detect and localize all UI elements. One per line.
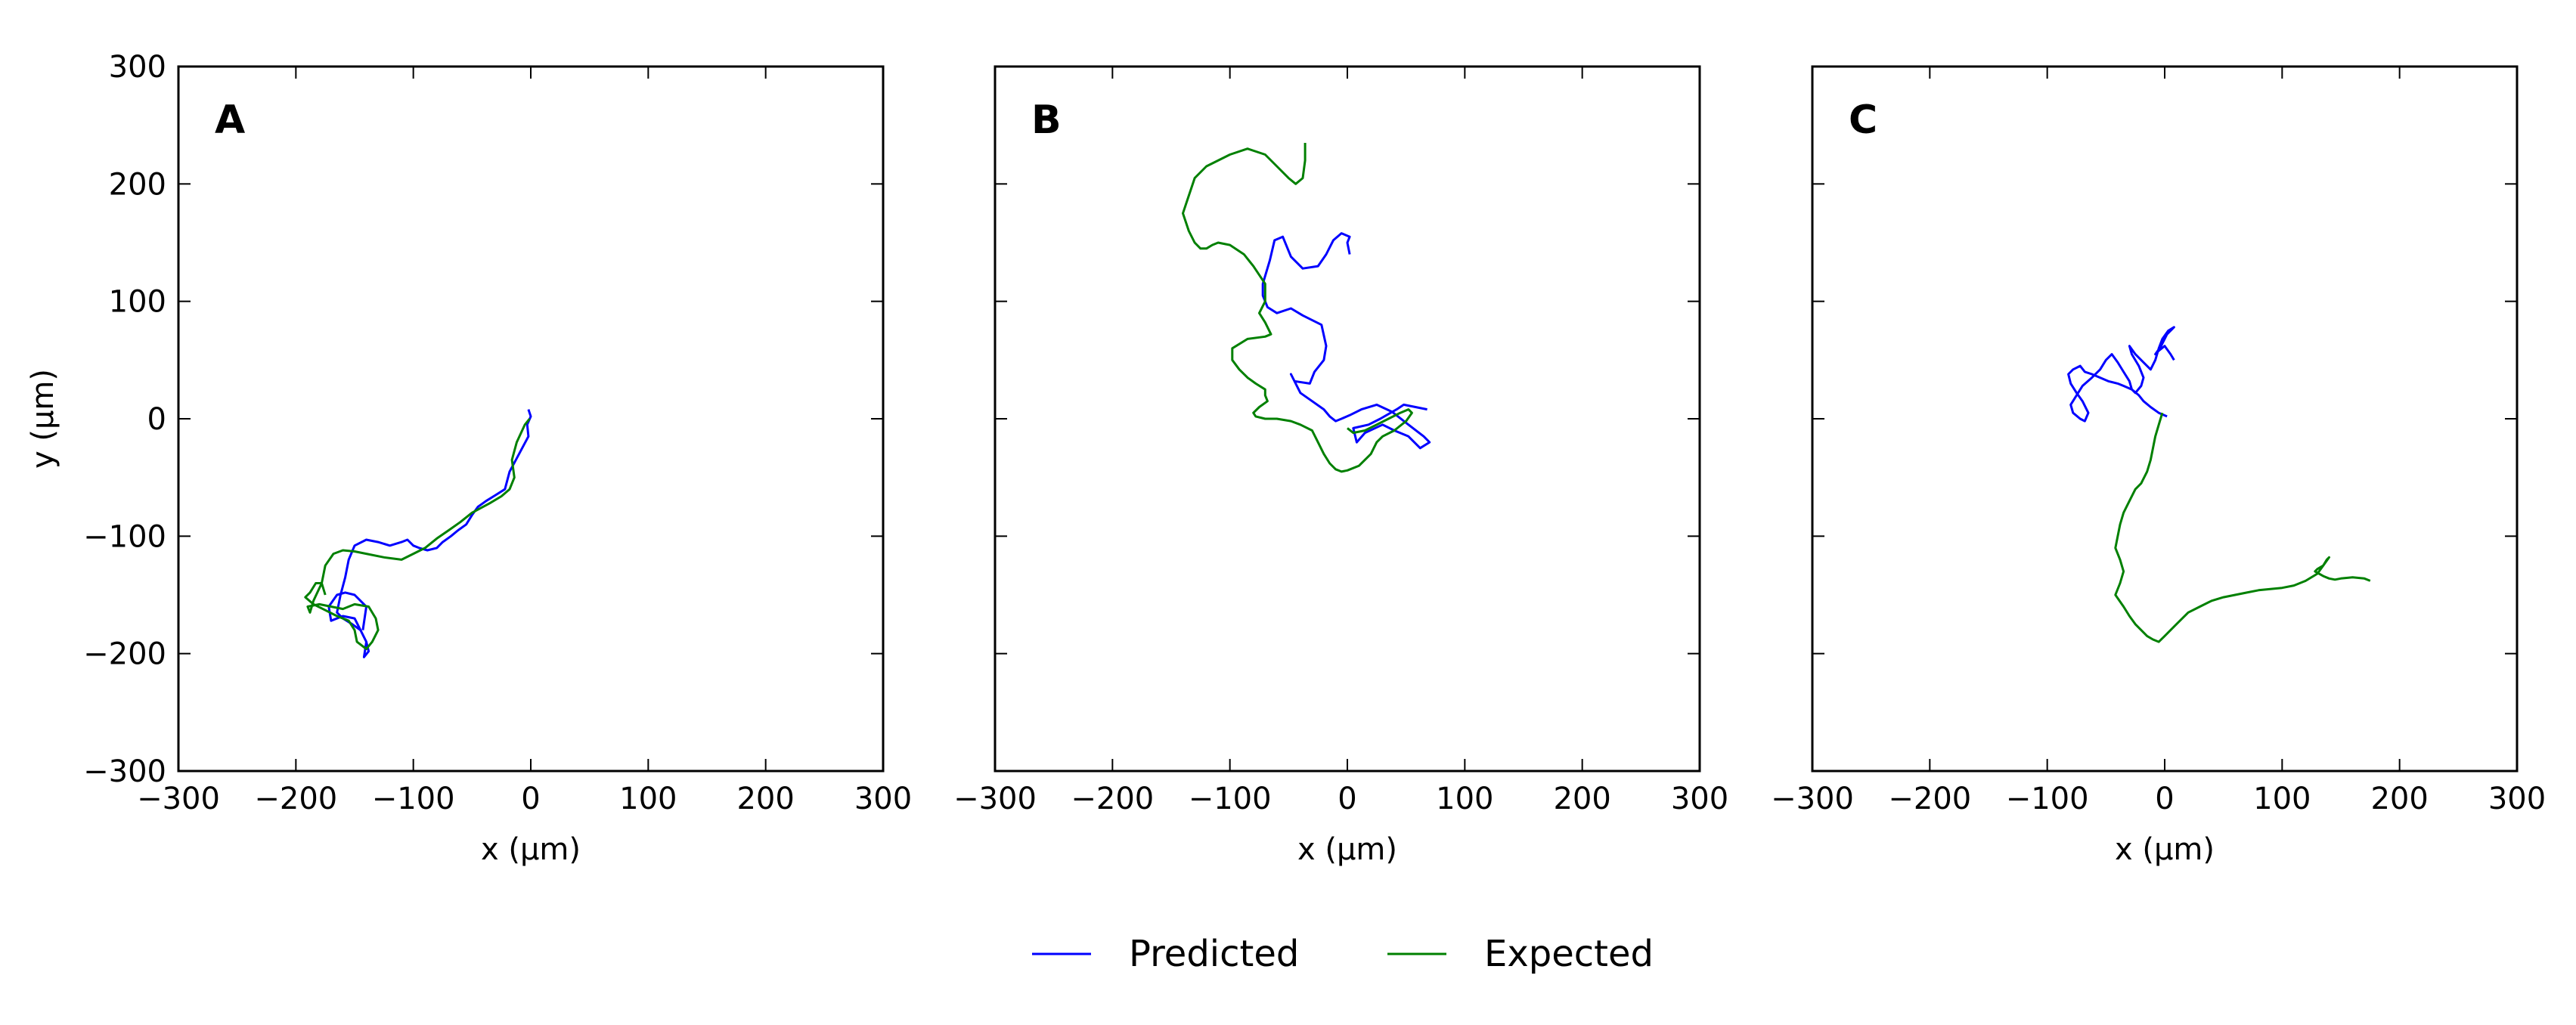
y-tick-label: −200 (83, 637, 166, 672)
x-tick-label: −200 (1071, 782, 1154, 816)
legend-expected-label: Expected (1484, 933, 1654, 975)
x-axis-label: x (µm) (2115, 832, 2215, 867)
x-tick-label: −200 (1888, 782, 1971, 816)
x-tick-label: 300 (1671, 782, 1728, 816)
legend: Predicted Expected (1032, 933, 1654, 975)
x-tick-label: 100 (2253, 782, 2311, 816)
x-tick-label: 300 (2488, 782, 2546, 816)
series-predicted-line (327, 409, 532, 658)
y-tick-label: 200 (109, 167, 166, 202)
y-tick-label: 0 (147, 402, 166, 437)
x-tick-label: 200 (736, 782, 794, 816)
x-tick-label: 100 (1436, 782, 1493, 816)
x-tick-label: 0 (2155, 782, 2174, 816)
plot-frame (1811, 65, 2519, 773)
x-tick-label: 300 (854, 782, 912, 816)
y-tick-label: 100 (109, 285, 166, 320)
series-expected-line (1182, 143, 1413, 473)
panel-letter: C (1849, 98, 1877, 143)
series-expected-line (2114, 412, 2371, 643)
panel-letter: A (215, 98, 245, 143)
panel-a: −300 −200 −100 0 100 200 300 −300 −200 −100 0 100 20… (26, 50, 912, 867)
x-tick-label: −300 (137, 782, 220, 816)
x-tick-label: 100 (619, 782, 677, 816)
x-tick-label: −300 (1771, 782, 1854, 816)
y-tick-label: −300 (83, 754, 166, 789)
x-tick-label: 0 (521, 782, 540, 816)
series-predicted-line (2067, 326, 2175, 423)
x-tick-label: −300 (953, 782, 1037, 816)
x-tick-label: −200 (254, 782, 337, 816)
chart-panels: −300 −200 −100 0 100 200 300 −300 −200 −100 0 100 20… (26, 50, 2546, 867)
y-tick-label: 300 (109, 50, 166, 85)
x-tick-label: 0 (1338, 782, 1356, 816)
panel-b: −300 −200 −100 0 100 200 300 Bx (µm) (953, 65, 1728, 867)
series-predicted-line (1261, 232, 1431, 450)
plot-frame (994, 65, 1701, 773)
x-tick-label: 200 (1553, 782, 1610, 816)
x-tick-label: −100 (372, 782, 455, 816)
y-tick-label: −100 (83, 519, 166, 554)
x-tick-label: 200 (2370, 782, 2428, 816)
legend-predicted-label: Predicted (1129, 933, 1299, 975)
x-tick-label: −100 (1189, 782, 1272, 816)
panel-c: −300 −200 −100 0 100 200 300 Cx (µm) (1771, 65, 2546, 867)
series-expected-line (304, 418, 531, 650)
x-tick-label: −100 (2006, 782, 2089, 816)
y-axis-label: y (µm) (26, 369, 60, 469)
panel-letter: B (1031, 98, 1062, 143)
x-axis-label: x (µm) (1297, 832, 1397, 867)
x-axis-label: x (µm) (481, 832, 581, 867)
